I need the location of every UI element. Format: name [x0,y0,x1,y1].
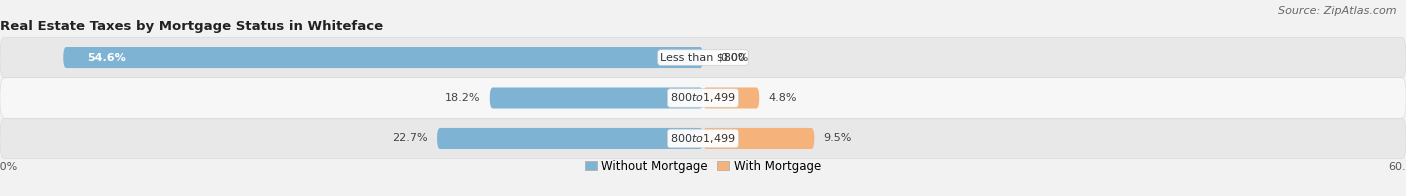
Text: Source: ZipAtlas.com: Source: ZipAtlas.com [1278,6,1396,16]
FancyBboxPatch shape [63,47,703,68]
Text: Real Estate Taxes by Mortgage Status in Whiteface: Real Estate Taxes by Mortgage Status in … [0,20,382,33]
FancyBboxPatch shape [489,87,703,109]
Text: 18.2%: 18.2% [444,93,481,103]
Text: 9.5%: 9.5% [824,133,852,143]
FancyBboxPatch shape [437,128,703,149]
Text: Less than $800: Less than $800 [661,53,745,63]
Text: 22.7%: 22.7% [392,133,427,143]
Legend: Without Mortgage, With Mortgage: Without Mortgage, With Mortgage [581,155,825,177]
Text: $800 to $1,499: $800 to $1,499 [671,132,735,145]
FancyBboxPatch shape [0,78,1406,118]
Text: 4.8%: 4.8% [769,93,797,103]
Text: 0.0%: 0.0% [721,53,749,63]
Text: 54.6%: 54.6% [87,53,125,63]
FancyBboxPatch shape [0,118,1406,159]
FancyBboxPatch shape [703,128,814,149]
Text: $800 to $1,499: $800 to $1,499 [671,92,735,104]
FancyBboxPatch shape [0,37,1406,78]
FancyBboxPatch shape [703,87,759,109]
